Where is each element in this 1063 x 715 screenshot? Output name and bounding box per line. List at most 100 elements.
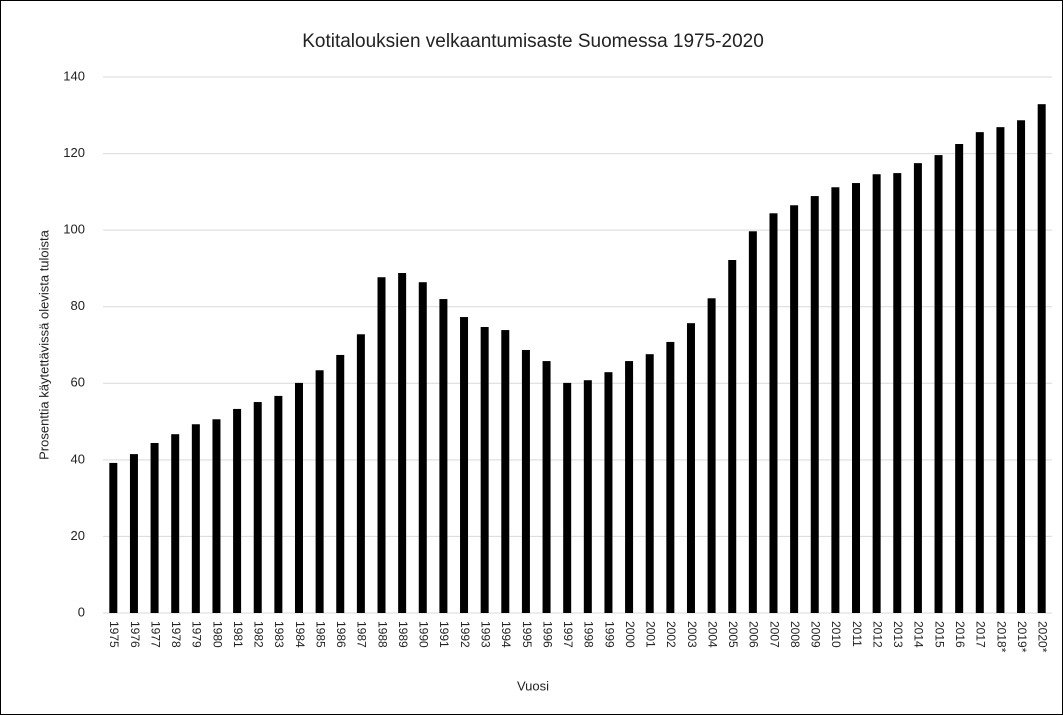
bar	[171, 434, 180, 613]
bar	[604, 372, 613, 613]
x-tick-label: 1998	[582, 621, 596, 648]
y-tick-label: 40	[71, 451, 85, 466]
y-tick-label: 60	[71, 375, 85, 390]
x-tick-label: 1977	[148, 621, 162, 648]
x-tick-label: 1984	[293, 621, 307, 648]
bar	[521, 349, 530, 613]
bar	[707, 298, 716, 613]
bar	[666, 341, 675, 613]
y-tick-label: 0	[78, 604, 85, 619]
x-tick-label: 1993	[478, 621, 492, 648]
bar	[996, 127, 1005, 613]
bar	[810, 196, 819, 613]
bar	[418, 282, 427, 613]
y-tick-label: 140	[63, 68, 85, 83]
x-tick-label: 2006	[747, 621, 761, 648]
bar	[1017, 120, 1026, 614]
x-tick-label: 2002	[664, 621, 678, 648]
x-tick-label: 2000	[623, 621, 637, 648]
bar	[129, 454, 138, 613]
bar	[645, 354, 654, 613]
x-tick-label: 2020*	[1036, 621, 1050, 653]
bar	[336, 354, 345, 613]
bar	[769, 213, 778, 613]
bar	[233, 408, 242, 613]
bar	[831, 187, 840, 613]
x-tick-label: 1990	[417, 621, 431, 648]
x-tick-label: 1983	[272, 621, 286, 648]
y-tick-label: 120	[63, 145, 85, 160]
x-tick-label: 2019*	[1015, 621, 1029, 653]
y-tick-label: 20	[71, 528, 85, 543]
x-tick-label: 2013	[891, 621, 905, 648]
bar	[563, 382, 572, 613]
x-tick-label: 1996	[540, 621, 554, 648]
x-tick-label: 1999	[602, 621, 616, 648]
bar	[398, 273, 407, 613]
bar	[542, 361, 551, 613]
bar	[728, 260, 737, 613]
x-tick-label: 1985	[313, 621, 327, 648]
y-tick-label: 80	[71, 298, 85, 313]
x-tick-label: 1988	[375, 621, 389, 648]
x-tick-label: 1992	[458, 621, 472, 648]
bar	[893, 173, 902, 613]
x-tick-label: 1995	[520, 621, 534, 648]
bar	[583, 380, 592, 613]
x-tick-label: 2004	[705, 621, 719, 648]
chart-title: Kotitalouksien velkaantumisaste Suomessa…	[302, 31, 764, 52]
bar	[872, 174, 881, 613]
x-tick-label: 2008	[788, 621, 802, 648]
bar	[934, 155, 943, 614]
x-tick-label: 2009	[809, 621, 823, 648]
x-tick-label: 2015	[932, 621, 946, 648]
x-tick-label: 1991	[437, 621, 451, 648]
x-tick-label: 2016	[953, 621, 967, 648]
bar	[852, 183, 861, 613]
bar	[150, 443, 159, 613]
bar	[975, 132, 984, 614]
bar	[439, 299, 448, 613]
bar	[1037, 104, 1046, 613]
bar	[790, 205, 799, 613]
bar	[625, 361, 634, 613]
y-tick-label: 100	[63, 222, 85, 237]
bar	[913, 163, 922, 613]
x-tick-label: 2017	[974, 621, 988, 648]
y-axis-title: Prosenttia käytettävissä olevista tulois…	[36, 229, 51, 460]
x-tick-label: 2010	[829, 621, 843, 648]
x-tick-label: 1981	[231, 621, 245, 648]
bar	[501, 330, 510, 613]
x-tick-label: 2001	[644, 621, 658, 648]
bar	[315, 370, 324, 613]
x-tick-label: 1976	[128, 621, 142, 648]
x-tick-label: 2007	[767, 621, 781, 648]
x-tick-label: 1975	[107, 621, 121, 648]
x-tick-label: 1978	[169, 621, 183, 648]
bar	[294, 382, 303, 613]
x-tick-label: 1986	[334, 621, 348, 648]
x-tick-label: 1982	[252, 621, 266, 648]
x-tick-label: 2011	[850, 621, 864, 647]
bar	[955, 144, 964, 613]
bar	[212, 419, 221, 613]
x-tick-label: 2003	[685, 621, 699, 648]
bar	[253, 402, 262, 613]
x-tick-label: 1989	[396, 621, 410, 648]
x-tick-label: 1987	[355, 621, 369, 648]
x-tick-label: 1994	[499, 621, 513, 648]
bar	[460, 317, 469, 613]
bar	[109, 462, 118, 613]
bar	[356, 334, 365, 613]
bar	[480, 327, 489, 613]
bar	[377, 277, 386, 613]
x-axis-title: Vuosi	[517, 678, 549, 693]
bar	[274, 395, 283, 613]
x-tick-label: 2005	[726, 621, 740, 648]
x-tick-label: 2018*	[994, 621, 1008, 653]
x-tick-label: 2012	[870, 621, 884, 648]
x-tick-label: 1980	[210, 621, 224, 648]
bar	[686, 323, 695, 613]
